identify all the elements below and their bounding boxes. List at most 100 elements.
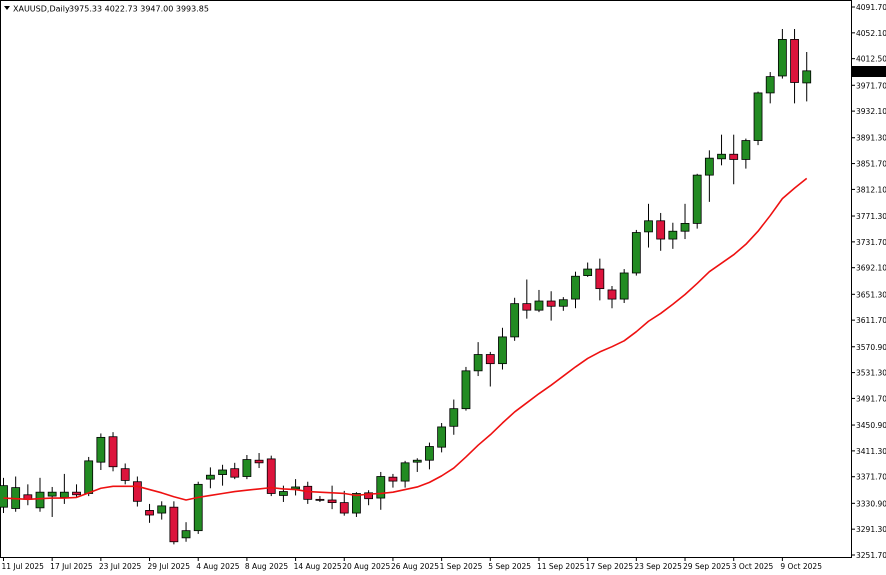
candle <box>315 496 325 502</box>
x-tick-label: 11 Jul 2025 <box>2 562 45 571</box>
candle <box>352 492 361 517</box>
bull-candle-body <box>437 426 447 448</box>
bull-candle-body <box>777 39 787 77</box>
current-price-marker: 3993.85 <box>852 66 886 77</box>
x-tick-label: 5 Sep 2025 <box>488 562 531 571</box>
bull-candle-body <box>96 436 106 463</box>
x-tick-label: 20 Aug 2025 <box>342 562 390 571</box>
candle <box>169 501 179 545</box>
candle <box>668 222 678 249</box>
y-tick-label: 4012.50 <box>856 55 886 64</box>
collapse-triangle-icon[interactable] <box>4 6 10 10</box>
bull-candle-body <box>461 370 471 410</box>
bull-candle-body <box>619 272 629 300</box>
candle <box>327 485 337 510</box>
y-tick-label: 4091.70 <box>856 3 886 12</box>
bull-candle-body <box>571 275 580 300</box>
x-tick-label: 29 Sep 2025 <box>683 562 731 571</box>
x-tick-label: 17 Jul 2025 <box>50 562 93 571</box>
candle <box>84 456 94 497</box>
candle <box>72 484 81 498</box>
bull-candle-body <box>473 354 483 372</box>
candle <box>485 351 495 387</box>
candle <box>400 460 410 488</box>
candle <box>35 477 45 512</box>
candle <box>388 473 398 488</box>
bear-candle-body <box>72 491 81 496</box>
candle <box>595 258 605 301</box>
bear-candle-body <box>339 502 349 514</box>
y-tick-label: 3291.30 <box>856 525 886 534</box>
x-tick-label: 17 Sep 2025 <box>586 562 634 571</box>
y-tick-label: 3450.90 <box>856 421 886 430</box>
x-tick-label: 8 Aug 2025 <box>245 562 288 571</box>
bear-candle-body <box>169 506 179 543</box>
candle <box>364 490 374 506</box>
candle <box>193 481 203 534</box>
candle <box>631 229 641 276</box>
symbol-label: XAUUSD,Daily <box>13 5 70 14</box>
y-tick-label: 3851.70 <box>856 160 886 169</box>
candle <box>218 464 227 486</box>
candle <box>412 458 422 472</box>
bull-candle-body <box>279 491 288 496</box>
y-tick-label: 3812.10 <box>856 185 886 194</box>
bull-candle-body <box>35 491 45 509</box>
x-tick-label: 14 Aug 2025 <box>294 562 342 571</box>
y-tick-label: 3330.90 <box>856 499 886 508</box>
candle <box>230 462 240 480</box>
candle <box>619 269 629 303</box>
bull-candle-body <box>717 153 726 160</box>
bull-candle-body <box>741 140 751 160</box>
price-axis: 4091.70 4052.10 4012.50 3971.70 3932.10 3891.… <box>851 3 886 560</box>
y-tick-label: 3411.30 <box>856 447 886 456</box>
bull-candle-body <box>753 92 763 141</box>
bull-candle-body <box>692 174 702 224</box>
bull-candle-body <box>352 493 361 514</box>
chart-header: XAUUSD,Daily 3975.33 4022.73 3947.00 399… <box>4 5 209 14</box>
candles-layer <box>0 28 812 545</box>
candle <box>303 481 313 504</box>
bull-candle-body <box>59 491 69 498</box>
bull-candle-body <box>704 157 714 176</box>
bull-candle-body <box>425 446 434 461</box>
candle <box>704 150 714 202</box>
y-tick-label: 3932.10 <box>856 107 886 116</box>
candle <box>692 173 702 229</box>
candle <box>583 262 593 277</box>
bull-candle-body <box>181 530 191 539</box>
x-tick-label: 9 Oct 2025 <box>780 562 822 571</box>
bull-candle-body <box>218 469 227 475</box>
x-tick-label: 1 Sep 2025 <box>440 562 483 571</box>
bull-candle-body <box>84 460 94 494</box>
bear-candle-body <box>790 39 799 83</box>
current-price-label: 3993.85 <box>855 68 886 77</box>
bull-candle-body <box>400 462 410 482</box>
candle <box>765 72 775 104</box>
bear-candle-body <box>108 436 118 468</box>
candle <box>777 28 787 79</box>
bull-candle-body <box>644 220 653 233</box>
bear-candle-body <box>266 458 276 494</box>
y-tick-label: 3891.30 <box>856 134 886 143</box>
y-tick-label: 3531.30 <box>856 369 886 378</box>
bull-candle-body <box>765 76 775 94</box>
bull-candle-body <box>680 222 690 232</box>
bear-candle-body <box>607 289 617 300</box>
candle <box>680 203 690 240</box>
bull-candle-body <box>47 491 57 497</box>
candle <box>473 342 483 377</box>
bull-candle-body <box>376 476 386 499</box>
ohlc-values: 3975.33 4022.73 3947.00 3993.85 <box>69 5 209 14</box>
candle <box>425 442 434 470</box>
candle <box>437 423 447 453</box>
bull-candle-body <box>498 336 507 365</box>
bull-candle-body <box>668 230 678 240</box>
bear-candle-body <box>729 153 739 160</box>
bull-candle-body <box>583 268 593 276</box>
y-tick-label: 3692.10 <box>856 264 886 273</box>
bear-candle-body <box>364 492 374 500</box>
candle <box>510 297 520 341</box>
candle <box>741 138 751 169</box>
